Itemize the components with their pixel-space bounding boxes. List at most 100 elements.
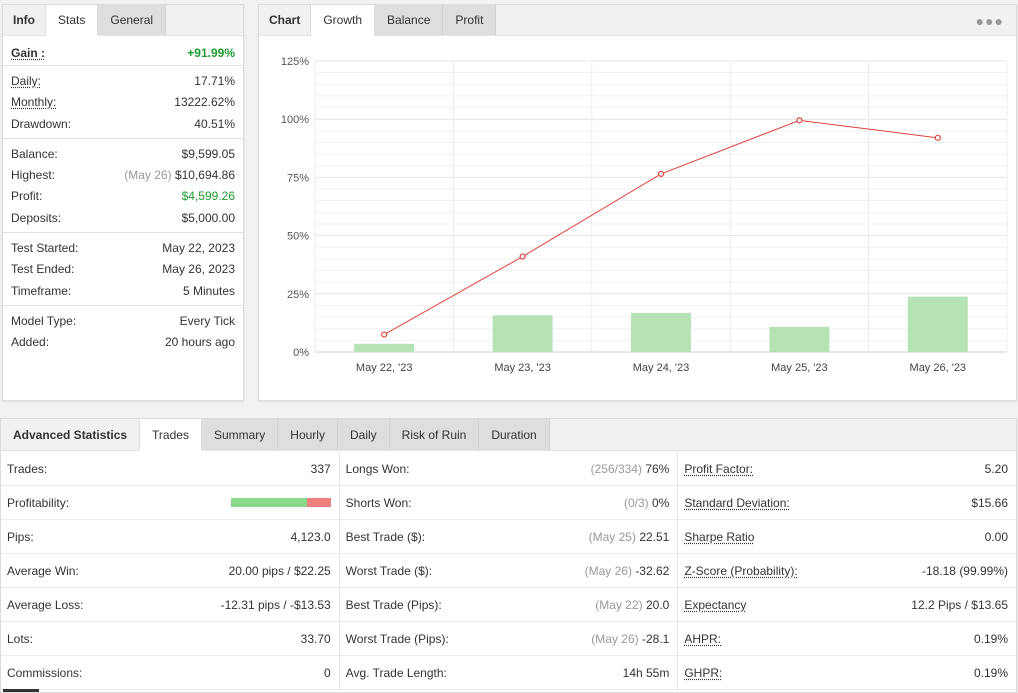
more-dots-icon[interactable]: ●●● <box>975 13 1004 29</box>
stats-panel: Info Stats General Gain : +91.99% Daily:… <box>2 4 244 401</box>
stat-label[interactable]: Z-Score (Probability): <box>684 563 798 578</box>
profit-factor-row: Profit Factor: 5.20 <box>678 452 1017 486</box>
timeframe-row: Timeframe: 5 Minutes <box>3 280 243 301</box>
stat-label[interactable]: Sharpe Ratio <box>684 529 755 544</box>
tab-summary[interactable]: Summary <box>201 419 279 450</box>
pips-row: Pips: 4,123.0 <box>1 520 339 554</box>
profitability-bar-win <box>230 498 307 507</box>
stat-label: Avg. Trade Length: <box>345 665 447 680</box>
stat-value: 0 <box>323 665 331 680</box>
highest-value-wrap: (May 26) $10,694.86 <box>124 168 235 182</box>
tab-growth[interactable]: Growth <box>310 5 376 36</box>
x-tick-label: May 26, '23 <box>910 362 967 374</box>
added-row: Added: 20 hours ago <box>3 332 243 353</box>
tab-general[interactable]: General <box>98 5 167 35</box>
expectancy-row: Expectancy 12.2 Pips / $13.65 <box>678 588 1017 622</box>
gain-value: +91.99% <box>187 45 235 60</box>
stat-value-wrap: (May 26) -28.1 <box>591 632 669 646</box>
stat-label[interactable]: Expectancy <box>684 597 747 612</box>
stat-label: Trades: <box>7 461 48 476</box>
stat-value: 76% <box>645 461 670 476</box>
trades-row: Trades: 337 <box>1 452 339 486</box>
stat-value: -12.31 pips / -$13.53 <box>220 597 331 612</box>
standard-deviation-row: Standard Deviation: $15.66 <box>678 486 1017 520</box>
tab-chart[interactable]: Chart <box>259 5 311 35</box>
stat-label: Longs Won: <box>345 461 410 476</box>
stat-muted: (256/334) <box>590 461 642 476</box>
stat-value: 0% <box>652 495 670 510</box>
average-win-row: Average Win: 20.00 pips / $22.25 <box>1 554 339 588</box>
stat-value-wrap: (256/334) 76% <box>591 462 670 476</box>
balance-label: Balance: <box>11 146 58 161</box>
growth-chart: 0% 25% 50% 75% 100% 125% May 22, '23 May 23, '2… <box>281 56 1008 374</box>
y-tick-label: 75% <box>287 172 309 184</box>
daily-row: Daily: 17.71% <box>3 70 243 91</box>
test-started-value: May 22, 2023 <box>162 241 235 256</box>
timeframe-label: Timeframe: <box>11 283 72 298</box>
y-tick-label: 125% <box>281 56 309 68</box>
y-tick-label: 25% <box>287 289 309 301</box>
tab-stats[interactable]: Stats <box>45 5 99 36</box>
tab-duration[interactable]: Duration <box>479 419 550 450</box>
timeframe-value: 5 Minutes <box>182 283 235 298</box>
model-type-row: Model Type: Every Tick <box>3 310 243 331</box>
stat-label: Profitability: <box>7 495 70 510</box>
stat-label[interactable]: Profit Factor: <box>684 461 754 476</box>
chart-panel: Chart Growth Balance Profit ●●● 0% 25% 50%… <box>258 4 1017 401</box>
stat-label: Worst Trade ($): <box>345 563 433 578</box>
stat-label: Best Trade (Pips): <box>345 597 442 612</box>
stat-muted: (May 26) <box>591 631 639 646</box>
drawdown-value: 40.51% <box>194 116 235 131</box>
tab-balance[interactable]: Balance <box>375 5 444 35</box>
ahpr-row: AHPR: 0.19% <box>678 622 1017 656</box>
lots-row: Lots: 33.70 <box>1 622 339 656</box>
daily-label[interactable]: Daily: <box>11 73 42 88</box>
x-tick-label: May 22, '23 <box>356 362 413 374</box>
stats-tabbar: Info Stats General <box>3 5 243 36</box>
monthly-row: Monthly: 13222.62% <box>3 92 243 113</box>
stat-value-wrap: (May 25) 22.51 <box>589 530 670 544</box>
tab-info[interactable]: Info <box>3 5 45 35</box>
tab-daily[interactable]: Daily <box>337 419 390 450</box>
stat-label: Average Loss: <box>7 597 84 612</box>
tab-trades[interactable]: Trades <box>139 419 202 451</box>
worst-trade-pips-row: Worst Trade (Pips): (May 26) -28.1 <box>339 622 678 656</box>
stat-label[interactable]: GHPR: <box>684 665 723 680</box>
stat-label: Best Trade ($): <box>345 529 426 544</box>
deposits-value: $5,000.00 <box>181 210 235 225</box>
growth-bar <box>769 326 830 352</box>
profit-value: $4,599.26 <box>181 189 235 204</box>
stat-value: 0.00 <box>984 529 1009 544</box>
scrollbar-thumb[interactable] <box>3 689 39 692</box>
stat-label: Commissions: <box>7 665 83 680</box>
model-type-label: Model Type: <box>11 313 77 328</box>
highest-value: $10,694.86 <box>174 168 235 183</box>
stat-muted: (May 22) <box>595 597 643 612</box>
stat-value-wrap: (0/3) 0% <box>624 496 669 510</box>
worst-trade-usd-row: Worst Trade ($): (May 26) -32.62 <box>339 554 678 588</box>
stat-value: 22.51 <box>639 529 670 544</box>
growth-line <box>383 119 938 335</box>
stat-label: Worst Trade (Pips): <box>345 631 449 646</box>
stat-label[interactable]: Standard Deviation: <box>684 495 790 510</box>
stat-value-wrap: (May 22) 20.0 <box>595 598 669 612</box>
tab-hourly[interactable]: Hourly <box>278 419 338 450</box>
gain-label[interactable]: Gain : <box>11 45 46 60</box>
tab-profit[interactable]: Profit <box>443 5 497 35</box>
stat-label: Lots: <box>7 631 34 646</box>
chart-tabbar: Chart Growth Balance Profit ●●● <box>259 5 1016 36</box>
trades-column-1: Trades: 337 Profitability: Pips: 4,123.0 A… <box>1 452 340 690</box>
tab-risk-of-ruin[interactable]: Risk of Ruin <box>389 419 480 450</box>
stat-value: 0.19% <box>973 665 1009 680</box>
stat-value: -28.1 <box>641 631 670 646</box>
balance-row: Balance: $9,599.05 <box>3 143 243 164</box>
stat-label[interactable]: AHPR: <box>684 631 722 646</box>
monthly-label[interactable]: Monthly: <box>11 95 57 110</box>
deposits-label: Deposits: <box>11 210 62 225</box>
trades-column-2: Longs Won: (256/334) 76% Shorts Won: (0/3)… <box>339 452 679 690</box>
stat-value: 33.70 <box>300 631 331 646</box>
tab-advanced-statistics[interactable]: Advanced Statistics <box>1 419 140 450</box>
test-ended-label: Test Ended: <box>11 262 75 277</box>
test-ended-value: May 26, 2023 <box>162 262 235 277</box>
x-tick-label: May 25, '23 <box>771 362 828 374</box>
